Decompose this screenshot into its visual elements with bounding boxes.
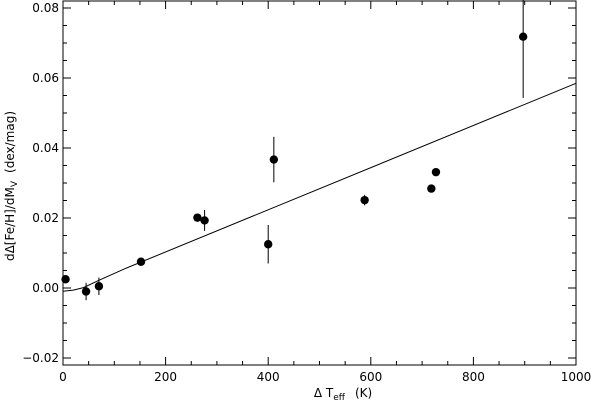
x-tick-label: 1000 — [561, 370, 592, 384]
y-axis-title-units: (dex/mag) — [3, 111, 17, 173]
plot-frame — [62, 0, 577, 366]
fit-line-layer — [62, 82, 577, 292]
y-tick-label: 0.00 — [32, 281, 59, 295]
data-point — [264, 240, 273, 249]
y-axis-title-group: dΔ[Fe/H]/dMV (dex/mag) — [3, 111, 20, 261]
x-tick-label: 800 — [462, 370, 485, 384]
x-tick-label: 400 — [257, 370, 280, 384]
data-point — [431, 167, 441, 177]
data-point — [94, 282, 104, 291]
data-point — [81, 287, 91, 296]
data-point — [360, 195, 369, 205]
data-point — [200, 216, 209, 225]
x-axis-title-sub: eff — [333, 393, 346, 403]
x-axis-title: Δ Teff (K) — [314, 386, 372, 403]
y-tick-label: 0.06 — [32, 71, 59, 85]
y-axis-title-main: dΔ[Fe/H]/dM — [3, 187, 17, 261]
points-layer — [61, 0, 528, 301]
x-axis-title-units: (K) — [355, 386, 372, 400]
data-point — [193, 213, 202, 222]
fit-line — [62, 82, 577, 292]
data-point — [136, 257, 146, 266]
data-point — [427, 184, 436, 193]
x-tick-label: 200 — [154, 370, 177, 384]
ticks-layer: 0 200 400 600 800 1000 −0.02 0.00 0.02 0.04 0.06 0.… — [22, 1, 591, 384]
x-tick-label: 0 — [59, 370, 67, 384]
y-axis-title: dΔ[Fe/H]/dMV (dex/mag) — [3, 111, 20, 261]
y-tick-label: 0.08 — [32, 1, 59, 15]
data-point — [518, 32, 528, 41]
y-axis-title-sub: V — [10, 180, 20, 187]
data-point — [61, 275, 70, 284]
data-point — [269, 155, 279, 164]
y-tick-label: 0.04 — [32, 141, 59, 155]
y-tick-label: 0.02 — [32, 211, 59, 225]
x-axis-title-main: Δ T — [314, 386, 334, 400]
x-tick-label: 600 — [359, 370, 382, 384]
y-tick-label: −0.02 — [22, 351, 59, 365]
